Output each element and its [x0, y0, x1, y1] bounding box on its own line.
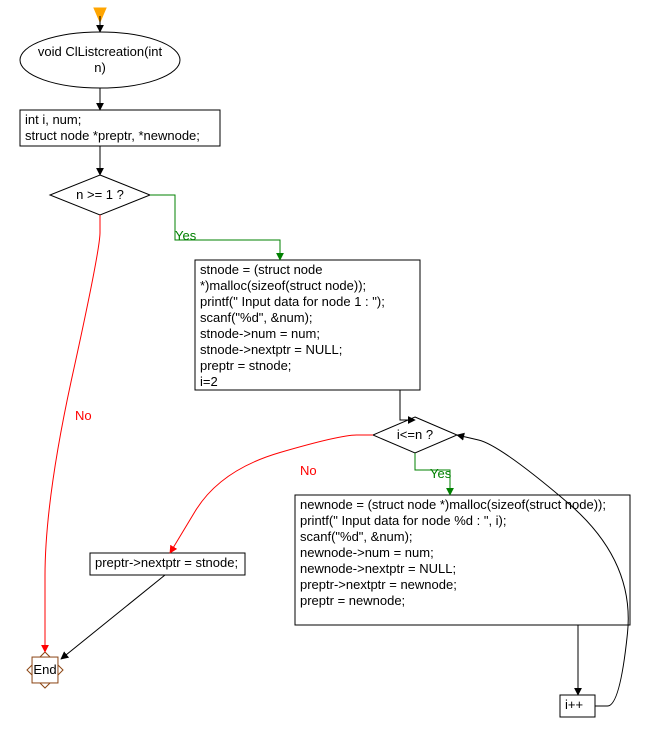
- node-text: i=2: [200, 374, 218, 389]
- node-text: preptr->nextptr = newnode;: [300, 577, 457, 592]
- node-text: struct node *preptr, *newnode;: [25, 128, 200, 143]
- node-text: scanf("%d", &num);: [300, 529, 413, 544]
- node-text: preptr = stnode;: [200, 358, 291, 373]
- flowchart-diagram: void ClListcreation(intn) int i, num;stru…: [0, 0, 646, 753]
- edge-label: No: [75, 408, 92, 423]
- edge-label: Yes: [430, 466, 452, 481]
- node-text: int i, num;: [25, 112, 81, 127]
- diamond-label: i<=n ?: [397, 427, 433, 442]
- node-text: stnode->num = num;: [200, 326, 320, 341]
- node-text: n): [94, 60, 106, 75]
- edge: [61, 575, 165, 659]
- edge-label: Yes: [175, 228, 197, 243]
- node-text: printf(" Input data for node %d : ", i);: [300, 513, 507, 528]
- edge: [400, 390, 415, 420]
- edge: [150, 195, 280, 260]
- node-text: stnode->nextptr = NULL;: [200, 342, 342, 357]
- node-text: *)malloc(sizeof(struct node));: [200, 278, 366, 293]
- node-text: void ClListcreation(int: [38, 44, 163, 59]
- node-text: newnode->num = num;: [300, 545, 434, 560]
- edge: [45, 215, 100, 652]
- node-text: printf(" Input data for node 1 : ");: [200, 294, 385, 309]
- node-text: preptr = newnode;: [300, 593, 405, 608]
- end-label: End: [33, 662, 56, 677]
- node-text: scanf("%d", &num);: [200, 310, 313, 325]
- node-text: stnode = (struct node: [200, 262, 323, 277]
- node-text: preptr->nextptr = stnode;: [95, 555, 238, 570]
- node-text: i++: [565, 697, 583, 712]
- node-text: newnode->nextptr = NULL;: [300, 561, 456, 576]
- diamond-label: n >= 1 ?: [76, 187, 124, 202]
- node-text: newnode = (struct node *)malloc(sizeof(s…: [300, 497, 606, 512]
- edge-label: No: [300, 463, 317, 478]
